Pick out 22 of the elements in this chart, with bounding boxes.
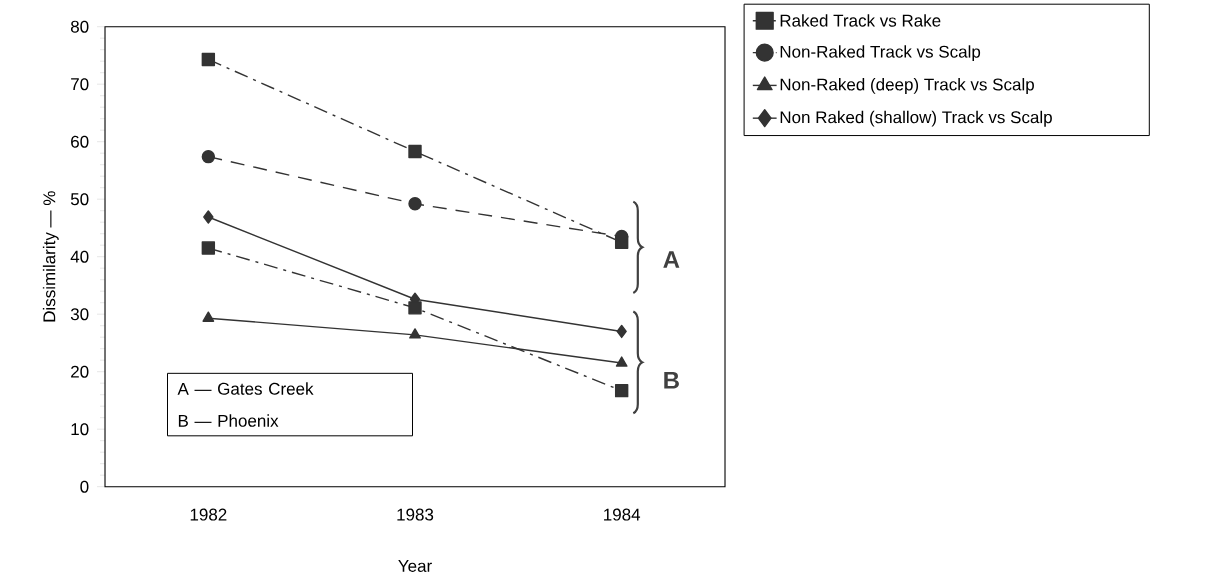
y-tick-label: 10 — [71, 423, 89, 436]
annotation: A — Gates Creek — [177, 382, 314, 395]
legend-label: Non-Raked Track vs Scalp — [780, 45, 981, 62]
annotation: A — [663, 251, 680, 268]
y-tick-label: 50 — [70, 193, 89, 206]
y-tick-label: 60 — [71, 135, 89, 148]
y-tick-label: 20 — [71, 365, 89, 378]
x-axis-title: Year — [398, 560, 432, 572]
legend-label: Raked Track vs Rake — [780, 14, 941, 27]
y-tick-label: 0 — [80, 480, 89, 493]
annotation: B — [664, 372, 679, 389]
legend-label: Non Raked (shallow) Track vs Scalp — [780, 110, 1052, 127]
y-tick-label: 40 — [70, 250, 89, 263]
annotation: B — Phoenix — [178, 414, 279, 427]
x-tick-label: 1984 — [604, 508, 641, 521]
legend-label: Non-Raked (deep) Track vs Scalp — [780, 78, 1034, 94]
y-tick-label: 30 — [70, 308, 89, 321]
y-tick-label: 70 — [71, 78, 89, 91]
y-axis-title: Dissimilarity — % — [42, 191, 59, 322]
x-tick-label: 1982 — [190, 508, 227, 521]
x-tick-label: 1983 — [397, 508, 434, 521]
y-tick-label: 80 — [70, 20, 89, 33]
